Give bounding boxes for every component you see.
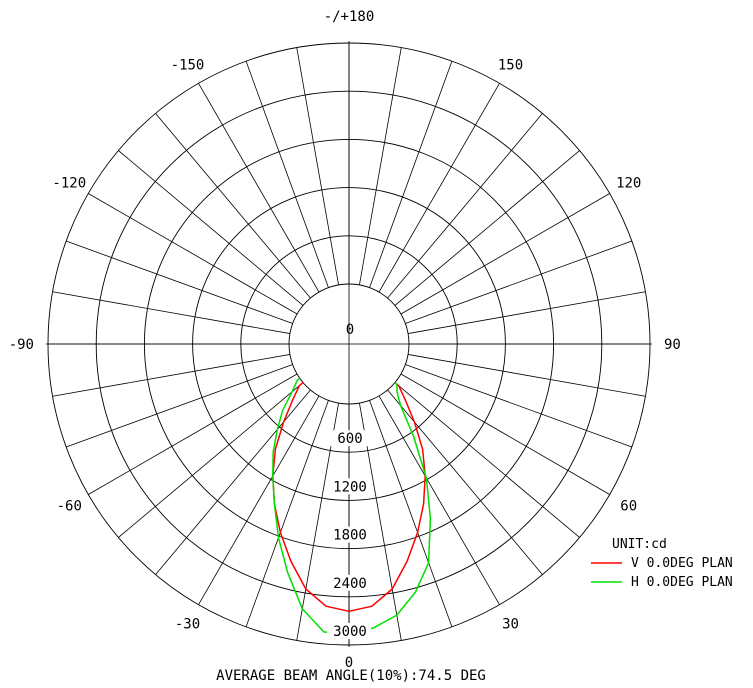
ring-circle [192, 187, 506, 501]
spoke-line [296, 47, 339, 285]
spoke-line [369, 400, 453, 627]
spoke-line [378, 83, 500, 293]
angle-label: 90 [664, 337, 681, 353]
spoke-line [405, 240, 632, 324]
radial-tick-label: 600 [337, 431, 362, 447]
radial-tick-labels: 0 600 1200 1800 2400 3000 [327, 322, 371, 640]
angle-label: -150 [171, 57, 205, 73]
spoke-line [52, 354, 290, 397]
spoke-line [408, 354, 646, 397]
beam-angle-footer: AVERAGE BEAM ANGLE(10%):74.5 DEG [216, 668, 486, 684]
angle-label: 30 [502, 617, 519, 633]
spoke-line [359, 47, 402, 285]
angle-label: 120 [616, 176, 641, 192]
angle-labels: -/+180 150 120 90 60 30 0 -30 -60 -90 -120 -150 [9, 9, 681, 671]
polar-grid [46, 41, 652, 647]
legend: UNIT:cd V 0.0DEG PLAN H 0.0DEG PLAN [591, 537, 733, 590]
spoke-line [387, 113, 543, 299]
spoke-line [52, 291, 290, 334]
spoke-line [155, 113, 311, 299]
radial-tick-label-bg [327, 430, 371, 447]
ring-circle [240, 235, 458, 453]
radial-tick-label-bg [327, 526, 371, 543]
series-line-v [272, 382, 426, 613]
spoke-line [118, 382, 304, 538]
spoke-line [245, 61, 329, 288]
radial-tick-label-bg [327, 478, 371, 495]
ring-circle [143, 138, 555, 550]
radial-tick-label: 3000 [333, 624, 367, 640]
radial-tick-label-bg [327, 574, 371, 591]
spoke-line [155, 389, 311, 575]
ring-circle [288, 283, 410, 405]
radial-tick-label: 2400 [333, 576, 367, 592]
angle-label: 150 [498, 57, 523, 73]
series-layer [272, 377, 432, 636]
angle-label: -30 [175, 617, 200, 633]
radial-tick-label-bg [327, 623, 371, 639]
ring-circle [47, 42, 651, 646]
spoke-line [88, 373, 298, 495]
spoke-line [369, 61, 453, 288]
spoke-line [405, 364, 632, 448]
spoke-line [408, 291, 646, 334]
spoke-line [394, 382, 580, 538]
legend-label-h: H 0.0DEG PLAN [631, 575, 733, 590]
radial-tick-label: 1800 [333, 528, 367, 544]
angle-label: -60 [57, 499, 82, 515]
spoke-line [88, 193, 298, 315]
spoke-line [378, 395, 500, 605]
spoke-line [66, 364, 293, 448]
spoke-line [400, 193, 610, 315]
spoke-line [118, 150, 304, 306]
spoke-line [198, 395, 320, 605]
spoke-line [198, 83, 320, 293]
angle-label: -120 [52, 176, 86, 192]
radial-tick-label: 0 [346, 322, 354, 338]
spoke-line [66, 240, 293, 324]
ring-circle [95, 90, 603, 598]
spoke-line [400, 373, 610, 495]
angle-label: 0 [345, 655, 353, 671]
radial-tick-label: 1200 [333, 479, 367, 495]
angle-label: -/+180 [324, 9, 375, 25]
spoke-line [245, 400, 329, 627]
spoke-line [394, 150, 580, 306]
angle-label: 60 [620, 499, 637, 515]
series-line-h [272, 377, 432, 636]
angle-label: -90 [9, 337, 34, 353]
legend-unit-label: UNIT:cd [612, 537, 667, 552]
legend-label-v: V 0.0DEG PLAN [631, 556, 733, 571]
spoke-line [387, 389, 543, 575]
